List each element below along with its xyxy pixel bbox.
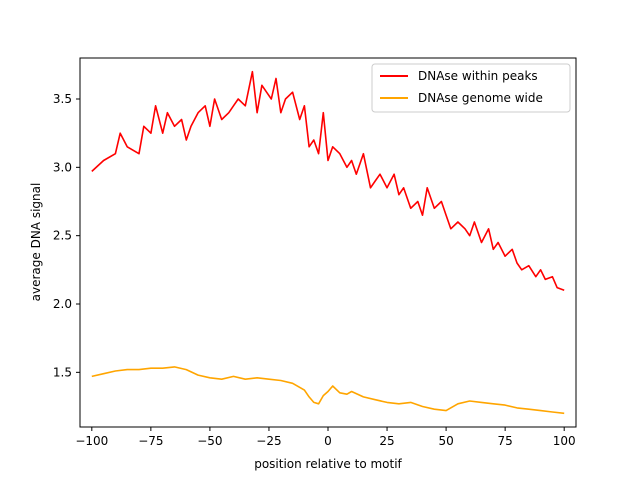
x-tick-label: 75: [498, 434, 513, 448]
y-tick-label: 2.0: [53, 297, 72, 311]
x-tick-label: 50: [438, 434, 453, 448]
series-line-dnase-within-peaks: [91, 70, 565, 292]
series-line-dnase-genome-wide: [91, 366, 565, 415]
legend-box: [371, 63, 571, 113]
x-tick-label: 100: [553, 434, 576, 448]
series-layer: [91, 70, 565, 415]
legend-label-dnase-genome-wide: DNAse genome wide: [418, 91, 543, 105]
y-axis: 1.5 2.0 2.5 3.0 3.5: [53, 92, 80, 379]
y-tick-label: 1.5: [53, 365, 72, 379]
x-tick-label: −100: [75, 434, 108, 448]
y-axis-label: average DNA signal: [29, 183, 43, 302]
x-tick-label: −50: [197, 434, 222, 448]
y-tick-label: 3.5: [53, 92, 72, 106]
x-axis-label: position relative to motif: [254, 457, 402, 471]
x-tick-label: 25: [379, 434, 394, 448]
legend: DNAse within peaks DNAse genome wide: [371, 63, 571, 113]
x-tick-label: −75: [138, 434, 163, 448]
y-tick-label: 2.5: [53, 229, 72, 243]
legend-label-dnase-within-peaks: DNAse within peaks: [418, 69, 538, 83]
y-tick-label: 3.0: [53, 160, 72, 174]
x-tick-label: 0: [324, 434, 332, 448]
x-axis: −100 −75 −50 −25 0 25 50 75 100: [75, 427, 576, 448]
x-tick-label: −25: [256, 434, 281, 448]
